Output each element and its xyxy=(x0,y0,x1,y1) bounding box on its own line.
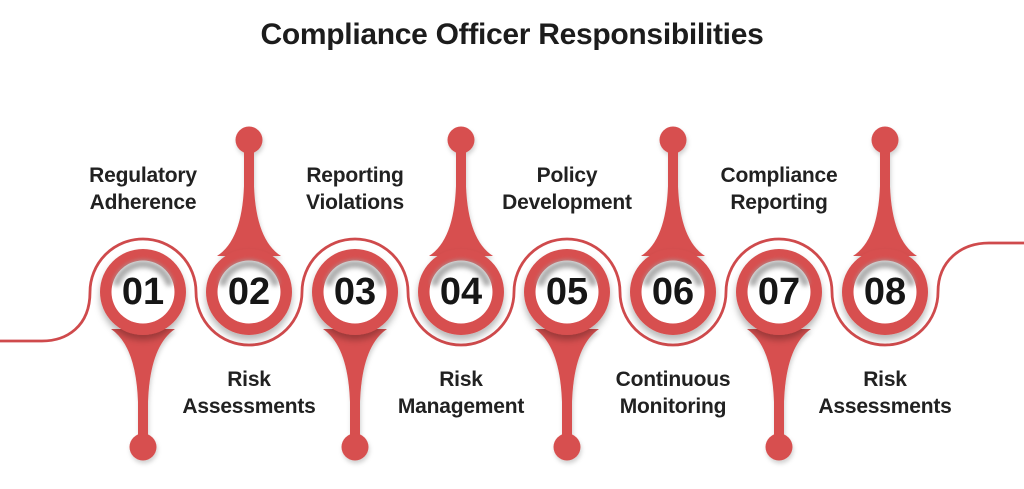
item-03-inner-shadow xyxy=(325,260,385,287)
item-05-inner-shadow xyxy=(537,260,597,287)
item-06-face xyxy=(641,260,705,324)
item-07-tail-dot xyxy=(765,433,793,461)
item-08-number: 08 xyxy=(864,271,906,313)
item-01-inner-shadow xyxy=(113,260,173,287)
item-05-face xyxy=(535,260,599,324)
item-02-label: Risk Assessments xyxy=(182,368,316,418)
item-01-number: 01 xyxy=(122,271,164,313)
item-03-pin-tail xyxy=(323,329,387,449)
item-06-number: 06 xyxy=(652,271,694,313)
item-07-face xyxy=(747,260,811,324)
item-02-inner-shadow xyxy=(219,260,279,287)
item-04-inner-shadow xyxy=(431,260,491,287)
item-07-number: 07 xyxy=(758,271,800,313)
item-07-label: Compliance Reporting xyxy=(720,164,838,214)
item-07-pin-tail xyxy=(747,329,811,449)
item-01-tail-dot xyxy=(129,433,157,461)
item-03-number: 03 xyxy=(334,271,376,313)
item-06-tail-dot xyxy=(659,126,687,154)
item-07-inner-shadow xyxy=(749,260,809,287)
item-08-face xyxy=(853,260,917,324)
item-02-tail-dot xyxy=(235,126,263,154)
item-05-label: Policy Development xyxy=(502,164,632,214)
item-08-inner-shadow xyxy=(855,260,915,287)
item-02-face xyxy=(217,260,281,324)
item-02-pin-tail xyxy=(217,138,281,256)
item-04-tail-dot xyxy=(447,126,475,154)
item-04-number: 04 xyxy=(440,271,482,313)
item-06-inner-shadow xyxy=(643,260,703,287)
number-circles-layer: 01 02 03 04 05 06 xyxy=(100,249,928,335)
item-05-number: 05 xyxy=(546,271,588,313)
item-08-pin-tail xyxy=(853,138,917,256)
item-04-pin-tail xyxy=(429,138,493,256)
item-01-face xyxy=(111,260,175,324)
item-05-tail-dot xyxy=(553,433,581,461)
connector-wave-line xyxy=(0,237,1024,347)
item-01-label: Regulatory Adherence xyxy=(89,164,197,214)
item-02-number: 02 xyxy=(228,271,270,313)
item-06-label: Continuous Monitoring xyxy=(615,368,731,418)
item-08-label: Risk Assessments xyxy=(818,368,952,418)
item-04-face xyxy=(429,260,493,324)
item-03-label: Reporting Violations xyxy=(306,164,404,214)
item-08-tail-dot xyxy=(871,126,899,154)
item-05-pin-tail xyxy=(535,329,599,449)
item-03-tail-dot xyxy=(341,433,369,461)
item-03-face xyxy=(323,260,387,324)
pin-tails-layer xyxy=(111,126,917,461)
item-04-label: Risk Management xyxy=(397,368,525,418)
item-01-pin-tail xyxy=(111,329,175,449)
page-title: Compliance Officer Responsibilities xyxy=(260,18,764,51)
item-06-pin-tail xyxy=(641,138,705,256)
